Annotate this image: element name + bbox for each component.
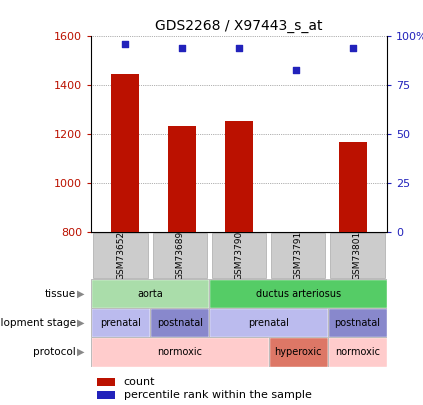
Bar (269, 337, 328, 367)
Bar (91, 279, 209, 308)
Bar (209, 279, 387, 308)
Text: tissue: tissue (45, 289, 76, 298)
Text: protocol: protocol (33, 347, 76, 357)
Text: ▶: ▶ (77, 347, 85, 357)
Bar (328, 308, 387, 337)
Text: GSM73652: GSM73652 (116, 231, 125, 280)
Text: normoxic: normoxic (335, 347, 380, 357)
Text: hyperoxic: hyperoxic (275, 347, 322, 357)
Text: GSM73801: GSM73801 (353, 231, 362, 280)
Bar (339, 142, 367, 232)
Text: development stage: development stage (0, 318, 76, 328)
Text: GSM73689: GSM73689 (175, 231, 184, 280)
Text: count: count (124, 377, 155, 387)
Text: aorta: aorta (137, 289, 163, 298)
Text: postnatal: postnatal (335, 318, 380, 328)
Bar (225, 121, 253, 232)
Text: prenatal: prenatal (248, 318, 289, 328)
Text: normoxic: normoxic (157, 347, 202, 357)
Bar (168, 126, 196, 232)
Bar (212, 233, 266, 278)
Bar (91, 337, 269, 367)
Bar (111, 75, 139, 232)
Text: GSM73791: GSM73791 (294, 231, 303, 280)
Title: GDS2268 / X97443_s_at: GDS2268 / X97443_s_at (155, 19, 323, 33)
Bar (271, 233, 325, 278)
Bar (209, 279, 387, 308)
Text: ductus arteriosus: ductus arteriosus (255, 289, 341, 298)
Point (236, 45, 242, 51)
Point (122, 41, 129, 47)
Bar (209, 308, 328, 337)
Bar (150, 308, 209, 337)
Point (293, 66, 299, 73)
Text: ▶: ▶ (77, 289, 85, 298)
Bar (91, 308, 150, 337)
Text: GSM73790: GSM73790 (234, 231, 244, 280)
Bar (209, 308, 328, 337)
Point (179, 45, 185, 51)
Bar (97, 391, 115, 399)
Text: postnatal: postnatal (157, 318, 203, 328)
Text: percentile rank within the sample: percentile rank within the sample (124, 390, 311, 400)
Bar (91, 308, 150, 337)
Bar (150, 308, 209, 337)
Text: ▶: ▶ (77, 318, 85, 328)
Bar (91, 279, 209, 308)
Bar (330, 233, 385, 278)
Bar (93, 233, 148, 278)
Bar (91, 337, 269, 367)
Bar (328, 337, 387, 367)
Point (349, 45, 356, 51)
Bar (328, 308, 387, 337)
Bar (269, 337, 328, 367)
Text: prenatal: prenatal (100, 318, 141, 328)
Bar (328, 337, 387, 367)
Bar (97, 378, 115, 386)
Bar (153, 233, 207, 278)
